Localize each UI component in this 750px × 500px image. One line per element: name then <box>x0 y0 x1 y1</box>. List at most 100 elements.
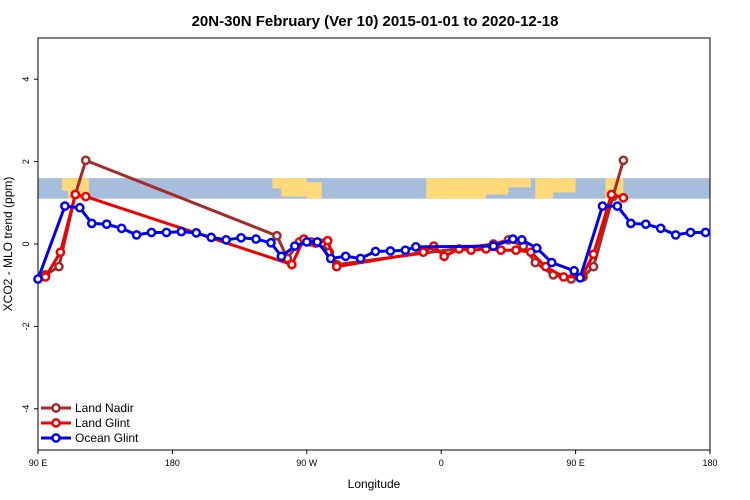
y-tick-label: 0 <box>21 241 31 246</box>
data-point <box>355 253 366 264</box>
x-tick-label: 0 <box>439 458 444 468</box>
legend-label: Land Nadir <box>75 401 134 415</box>
y-tick-label: -2 <box>21 322 31 330</box>
data-point <box>251 234 261 244</box>
y-tick-label: 4 <box>21 77 31 82</box>
data-point <box>131 230 142 240</box>
data-point <box>290 241 300 251</box>
data-point <box>70 189 81 200</box>
data-point <box>700 227 711 238</box>
map-land <box>535 178 554 199</box>
data-point <box>301 237 312 247</box>
data-point <box>531 243 542 253</box>
data-point <box>569 265 579 276</box>
data-point <box>516 235 527 245</box>
data-point <box>325 253 336 264</box>
data-point <box>418 247 429 258</box>
legend-label: Land Glint <box>75 416 130 430</box>
map-land <box>486 178 509 195</box>
data-point <box>101 219 112 230</box>
data-point <box>546 257 557 268</box>
data-point <box>496 245 506 256</box>
series-layer <box>33 155 711 284</box>
data-point <box>191 228 202 238</box>
map-land <box>281 178 307 197</box>
data-point <box>410 242 421 252</box>
y-axis-label: XCO2 - MLO trend (ppm) <box>1 177 15 312</box>
data-point <box>206 232 217 243</box>
data-point <box>266 237 276 248</box>
data-point <box>670 230 681 240</box>
legend-marker <box>51 418 61 428</box>
data-point <box>508 234 518 244</box>
data-point <box>116 223 127 234</box>
data-point <box>606 189 617 200</box>
legend-label: Ocean Glint <box>75 431 139 445</box>
y-tick-label: 2 <box>21 159 31 164</box>
data-point <box>161 227 172 238</box>
data-point <box>146 227 157 238</box>
data-point <box>597 201 608 211</box>
data-point <box>588 261 599 272</box>
legend-marker <box>51 433 61 443</box>
x-tick-label: 90 E <box>566 458 585 468</box>
map-land <box>508 178 531 188</box>
data-point <box>685 227 696 238</box>
x-tick-label: 180 <box>702 458 717 468</box>
data-point <box>618 193 629 203</box>
data-point <box>400 245 411 256</box>
data-point <box>331 261 342 272</box>
data-point <box>575 272 585 283</box>
data-point <box>511 245 521 256</box>
y-tick-label: -4 <box>21 405 31 413</box>
legend-marker <box>51 403 61 413</box>
data-point <box>488 241 499 251</box>
data-point <box>385 246 396 256</box>
data-point <box>272 230 282 241</box>
data-point <box>588 249 599 260</box>
data-point <box>55 247 66 258</box>
chart-title: 20N-30N February (Ver 10) 2015-01-01 to … <box>192 13 559 30</box>
data-point <box>54 261 64 272</box>
map-land <box>306 182 322 199</box>
data-point <box>80 191 91 202</box>
data-point <box>558 272 569 282</box>
data-point <box>80 155 91 166</box>
data-point <box>370 246 381 257</box>
data-point <box>322 235 333 246</box>
x-tick-label: 180 <box>165 458 180 468</box>
data-point <box>340 251 351 262</box>
x-tick-label: 90 E <box>29 458 48 468</box>
data-point <box>287 259 297 270</box>
series-ocean-glint <box>33 201 711 284</box>
x-tick-label: 90 W <box>296 458 318 468</box>
map-land <box>553 178 576 193</box>
data-point <box>74 202 85 213</box>
data-point <box>40 272 51 282</box>
data-point <box>439 251 450 262</box>
plot-frame <box>37 37 711 451</box>
data-point <box>530 257 541 268</box>
world-map-band <box>38 178 710 199</box>
map-land <box>272 178 282 189</box>
data-point <box>312 237 323 247</box>
data-point <box>655 223 666 234</box>
map-land <box>426 178 445 199</box>
series-land-glint <box>40 189 629 282</box>
map-land <box>444 178 486 199</box>
data-point <box>626 218 636 229</box>
data-point <box>612 201 623 211</box>
data-point <box>640 219 651 230</box>
data-point <box>60 201 70 211</box>
data-point <box>221 235 232 245</box>
data-point <box>33 274 43 284</box>
y-axis: -4 -2 0 2 4 <box>21 77 38 413</box>
data-point <box>618 155 629 166</box>
data-point <box>276 251 287 262</box>
data-point <box>86 218 97 229</box>
data-point <box>236 232 246 243</box>
x-axis: 90 E 180 90 W 0 90 E 180 <box>29 450 718 468</box>
data-point <box>176 226 187 237</box>
